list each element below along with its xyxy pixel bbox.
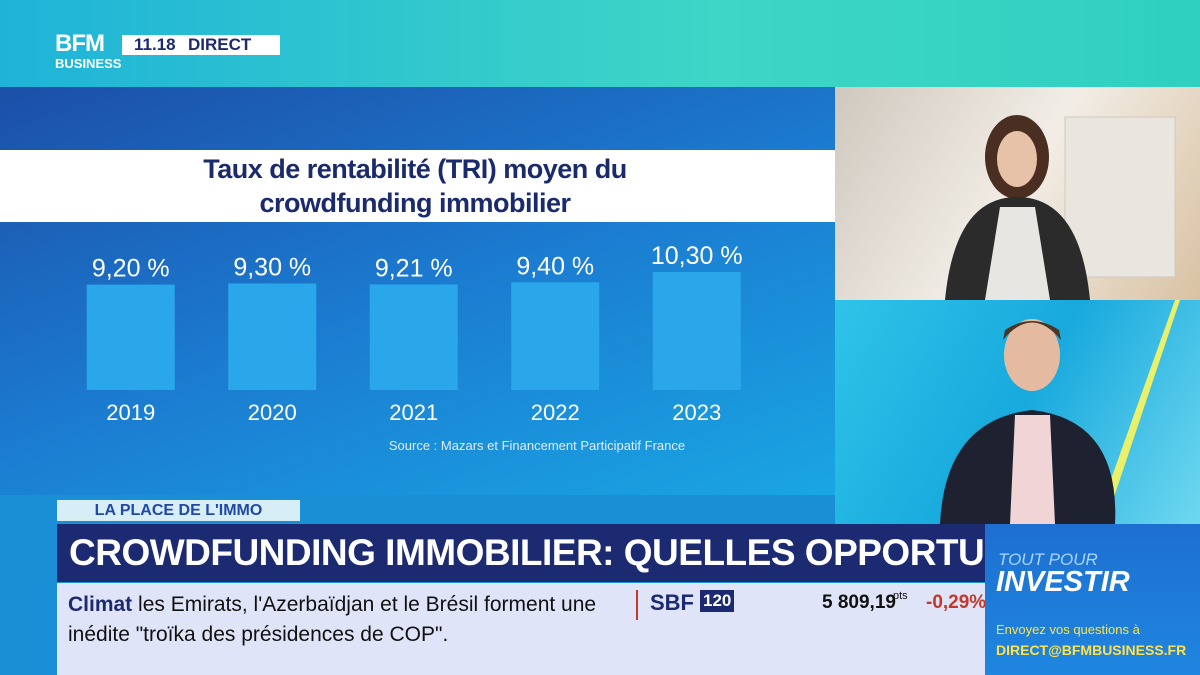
separator (636, 590, 638, 620)
logo-top: BFM (55, 30, 105, 57)
x-tick-label: 2020 (248, 400, 297, 425)
promo-line3: Envoyez vos questions à (996, 622, 1140, 637)
promo-line1: TOUT POUR (998, 550, 1098, 569)
bar (652, 272, 741, 390)
promo-email: DIRECT@BFMBUSINESS.FR (996, 642, 1187, 658)
index-change: -0,29% (926, 592, 987, 613)
promo-line2: INVESTIR (996, 566, 1130, 598)
source-note: Source : Mazars et Financement Participa… (389, 438, 685, 453)
bar (86, 284, 175, 390)
guest-silhouette (940, 300, 1180, 524)
ticker-news: Climat les Emirats, l'Azerbaïdjan et le … (68, 590, 628, 650)
bar (228, 283, 317, 390)
index-unit: pts (893, 590, 908, 602)
clock-box (122, 35, 280, 55)
guest-silhouette (945, 115, 1176, 300)
bar (511, 282, 600, 390)
ticker-band (57, 583, 985, 675)
value-label: 9,21 % (375, 254, 453, 282)
index-value: 5 809,19 (822, 592, 896, 613)
promo-box (985, 524, 1200, 675)
x-tick-label: 2021 (389, 400, 438, 425)
chart: 9,20 % 2019 9,30 % 2020 9,21 % 2021 9,40 % 2022… (86, 242, 743, 453)
value-label: 9,30 % (233, 253, 311, 281)
bar (369, 284, 458, 390)
index-name: SBF (650, 590, 694, 615)
value-label: 9,20 % (92, 255, 170, 283)
chart-title: Taux de rentabilité (TRI) moyen du crowd… (203, 154, 627, 218)
title-band (0, 150, 835, 222)
headline: CROWDFUNDING IMMOBILIER: QUELLES OPPORTU… (57, 524, 1113, 582)
value-label: 10,30 % (651, 242, 743, 270)
logo-bottom: BUSINESS (55, 56, 122, 71)
ticker-text: les Emirats, l'Azerbaïdjan et le Brésil … (68, 593, 597, 646)
ticker-topic: Climat (68, 593, 133, 616)
segment-tag: LA PLACE DE L'IMMO (57, 500, 300, 521)
x-tick-label: 2022 (531, 400, 580, 425)
clock: 11.18 (134, 35, 176, 54)
x-tick-label: 2019 (106, 400, 155, 425)
value-label: 9,40 % (516, 252, 594, 280)
x-tick-label: 2023 (672, 400, 721, 425)
video-feed (835, 87, 1200, 300)
live-label: DIRECT (188, 35, 252, 54)
index-number: 120 (700, 590, 735, 612)
video-feed (835, 300, 1200, 524)
